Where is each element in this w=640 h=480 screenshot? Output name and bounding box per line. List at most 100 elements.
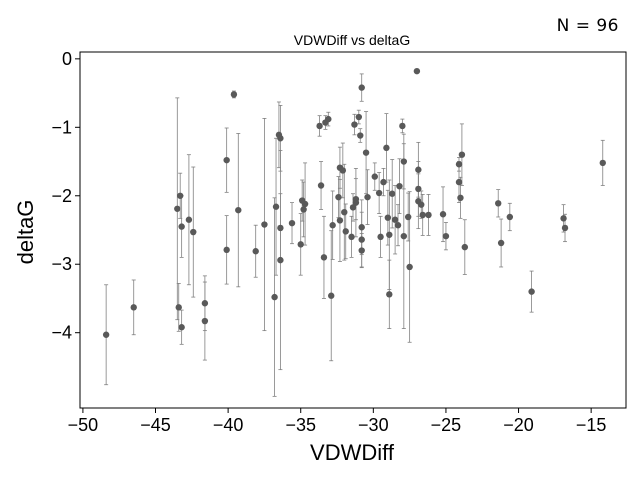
data-point — [384, 214, 392, 221]
data-point — [297, 241, 304, 248]
y-tick-label: −4 — [51, 323, 72, 343]
data-point — [358, 247, 365, 254]
data-point — [316, 122, 323, 130]
data-point — [358, 236, 365, 243]
chart-title: VDWDiff vs deltaG — [294, 32, 410, 48]
data-point — [252, 248, 259, 255]
data-point — [419, 211, 426, 219]
y-tick-label: −3 — [51, 254, 72, 274]
data-point — [185, 216, 193, 223]
data-point — [301, 200, 309, 208]
data-point — [413, 67, 421, 75]
data-point — [425, 211, 432, 219]
data-point — [457, 194, 464, 202]
data-point — [506, 213, 514, 221]
data-point — [271, 293, 278, 301]
data-point — [461, 243, 469, 251]
x-tick-label: −15 — [576, 415, 607, 435]
data-point — [455, 161, 463, 168]
data-point — [455, 178, 463, 186]
data-point — [352, 195, 360, 203]
data-point — [230, 91, 238, 98]
data-point — [178, 324, 185, 331]
data-point — [325, 115, 332, 123]
data-point — [386, 291, 393, 298]
data-point — [288, 219, 296, 227]
x-tick-label: −35 — [285, 415, 316, 435]
data-point — [375, 189, 383, 197]
data-point — [442, 232, 450, 240]
points-layer — [102, 67, 606, 338]
data-point — [320, 254, 328, 261]
data-point — [415, 166, 422, 173]
data-point — [201, 317, 209, 325]
data-point — [389, 190, 396, 197]
data-point — [300, 206, 307, 213]
data-point — [351, 121, 358, 128]
data-point — [418, 201, 425, 208]
y-tick-label: 0 — [62, 49, 72, 69]
data-point — [560, 215, 567, 222]
data-point — [371, 173, 378, 180]
data-point — [394, 222, 402, 229]
data-point — [329, 222, 336, 229]
x-axis-ticks: −50 −45 −40 −35 −30 −25 −20 −15 — [68, 408, 607, 435]
data-point — [341, 209, 348, 216]
x-tick-label: −40 — [213, 415, 244, 435]
x-tick-label: −20 — [503, 415, 534, 435]
data-point — [339, 167, 347, 174]
data-point — [495, 200, 502, 207]
data-point — [235, 206, 242, 214]
data-point — [201, 300, 209, 307]
data-point — [348, 233, 355, 241]
data-point — [391, 216, 399, 223]
data-point — [336, 217, 344, 224]
y-tick-label: −1 — [51, 117, 72, 137]
data-point — [383, 144, 390, 152]
data-point — [328, 292, 335, 299]
data-point — [528, 288, 535, 295]
data-point — [497, 239, 505, 247]
data-point — [561, 224, 569, 232]
y-axis-ticks: 0 −1 −2 −3 −4 — [51, 49, 80, 343]
data-point — [335, 193, 342, 201]
data-point — [223, 156, 230, 164]
data-point — [342, 228, 349, 235]
data-point — [261, 221, 268, 228]
data-point — [277, 256, 284, 264]
data-point — [599, 159, 606, 167]
data-point — [386, 231, 393, 238]
data-point — [176, 192, 184, 199]
data-point — [272, 203, 280, 210]
data-point — [406, 263, 413, 271]
data-point — [396, 182, 403, 190]
data-point — [317, 182, 325, 189]
data-point — [400, 232, 408, 240]
data-point — [380, 178, 387, 186]
data-point — [223, 246, 230, 254]
x-tick-label: −25 — [431, 415, 462, 435]
data-point — [175, 304, 182, 311]
data-point — [358, 224, 365, 231]
data-point — [102, 331, 110, 338]
data-point — [404, 213, 412, 221]
data-point — [178, 223, 185, 230]
data-point — [358, 84, 365, 91]
data-point — [415, 185, 422, 193]
axes-frame — [79, 51, 627, 409]
data-point — [190, 228, 197, 236]
sample-size-annotation: N = 96 — [557, 16, 619, 36]
data-point — [357, 132, 364, 139]
data-point — [399, 122, 406, 130]
data-point — [362, 149, 370, 156]
data-point — [355, 113, 363, 121]
data-point — [277, 224, 284, 232]
data-point — [439, 211, 447, 218]
x-tick-label: −45 — [140, 415, 171, 435]
data-point — [400, 158, 408, 165]
data-point — [277, 135, 284, 142]
y-axis-label: deltaG — [13, 200, 38, 265]
x-axis-label: VDWDiff — [310, 440, 395, 465]
